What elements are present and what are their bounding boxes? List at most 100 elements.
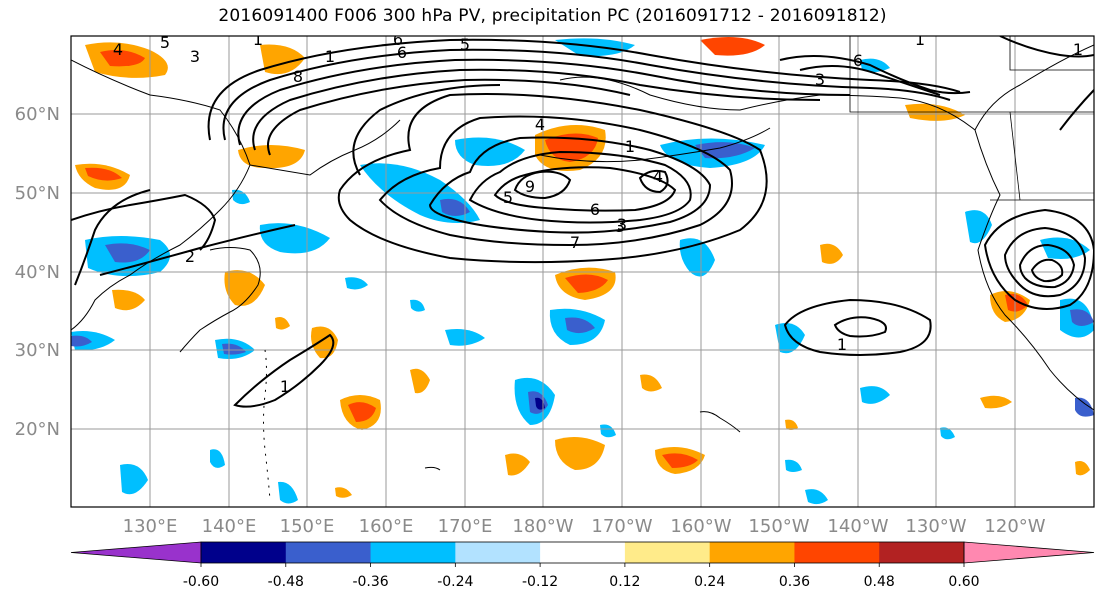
precip-negative-region: [805, 489, 828, 505]
pv-contours: [71, 36, 1094, 408]
contour-value-label: 6: [397, 43, 407, 62]
precip-negative-region: [278, 481, 298, 504]
alaska-coast: [559, 76, 976, 131]
contour-value-label: 8: [293, 67, 303, 86]
precip-negative-region: [210, 449, 225, 468]
colorbar-segment: [794, 542, 880, 563]
contour-value-label: 1: [325, 47, 335, 66]
precip-positive-region: [555, 436, 605, 470]
pv-contour: [799, 65, 941, 96]
precip-negative-region: [410, 299, 425, 312]
longitude-labels: 130°E 140°E 150°E 160°E 170°E 180°W 170°W 160°W…: [123, 516, 1046, 537]
precip-negative-core: [1070, 309, 1094, 326]
colorbar-tick-label: -0.48: [268, 574, 304, 590]
colorbar-segment: [201, 542, 287, 563]
contour-value-label: 6: [853, 51, 863, 70]
pv-contour: [468, 150, 692, 224]
small-islands: [424, 466, 441, 471]
contour-value-label: 1: [253, 30, 263, 49]
pv-contour: [71, 193, 217, 251]
pv-contour: [378, 115, 733, 247]
contour-value-label: 2: [185, 247, 195, 266]
precip-negative-region: [860, 386, 890, 404]
map-frame: [70, 35, 1095, 508]
precip-negative-region: [775, 322, 805, 354]
colorbar-segment: [540, 542, 626, 563]
contour-value-label: 4: [653, 167, 663, 186]
precip-negative-region: [455, 137, 525, 166]
longitude-tick-label: 160°W: [670, 516, 731, 537]
boundary-line: [1009, 111, 1021, 201]
precip-positive-region: [238, 145, 305, 169]
precip-positive-region: [275, 317, 290, 330]
latitude-tick-label: 60°N: [15, 104, 60, 125]
boundary-line: [849, 36, 1094, 113]
latitude-tick-label: 20°N: [15, 419, 60, 440]
precip-positive-region: [980, 395, 1012, 409]
precip-positive-core: [348, 402, 376, 422]
colorbar-segment: [624, 542, 711, 563]
kamchatka-coast: [249, 119, 401, 176]
longitude-tick-label: 170°E: [438, 516, 493, 537]
colorbar-segment: [285, 542, 372, 563]
precip-positive-region: [640, 374, 662, 392]
precip-positive-core: [545, 133, 598, 162]
colorbar-segment: [879, 542, 965, 563]
colorbar-segment: [455, 542, 541, 563]
contour-value-label: 3: [190, 47, 200, 66]
longitude-tick-label: 160°E: [359, 516, 414, 537]
precip-positive-region: [1075, 461, 1090, 476]
pv-contour: [237, 58, 851, 146]
pv-contour: [833, 316, 887, 338]
contour-value-label: 5: [460, 35, 470, 54]
pv-contour: [352, 84, 501, 176]
colorbar-segment: [709, 542, 795, 563]
colorbar-tick-label: -0.60: [183, 574, 219, 590]
pv-contour: [513, 170, 572, 200]
contour-value-label: 1: [1073, 40, 1083, 59]
precip-negative-region: [259, 223, 330, 254]
pv-contour: [252, 68, 821, 151]
precip-negative-core: [105, 243, 150, 263]
political-boundaries: [849, 36, 1094, 201]
longitude-tick-label: 180°W: [512, 516, 573, 537]
precip-positive-core: [565, 274, 608, 293]
colorbar: -0.60 -0.48 -0.36 -0.24 -0.12 0.12 0.24 0.36 0.4…: [70, 541, 1095, 590]
contour-value-label: 1: [915, 30, 925, 49]
precip-negative-region: [965, 210, 992, 244]
contour-value-label: 1: [625, 137, 635, 156]
contour-value-label: 5: [503, 188, 513, 207]
boundary-line: [1009, 36, 1094, 71]
longitude-tick-label: 150°E: [280, 516, 335, 537]
contour-value-label: 6: [590, 200, 600, 219]
pv-contour: [233, 333, 335, 408]
precip-positive-region: [224, 270, 265, 306]
precip-positive-region: [785, 419, 798, 430]
longitude-tick-label: 120°W: [984, 516, 1045, 537]
precip-positive-core: [662, 453, 698, 468]
pv-contour: [222, 48, 951, 141]
pv-contour: [493, 166, 677, 212]
colorbar-tick-label: -0.36: [352, 574, 388, 590]
precip-positive-core: [1005, 293, 1028, 312]
pv-contour: [267, 78, 631, 156]
contour-value-label: 6: [393, 30, 403, 49]
north-america-west-coast: [974, 44, 1094, 411]
colorbar-tick-label: 0.48: [864, 574, 895, 590]
latitude-labels: 60°N 50°N 40°N 30°N 20°N: [15, 104, 60, 440]
colorbar-tick-label: -0.24: [437, 574, 473, 590]
pv-contour: [74, 189, 151, 286]
longitude-tick-label: 170°W: [591, 516, 652, 537]
pv-contour: [1003, 226, 1087, 298]
latitude-tick-label: 30°N: [15, 340, 60, 361]
pv-contour: [207, 38, 961, 141]
pv-contour: [999, 36, 1094, 58]
longitude-tick-label: 140°E: [202, 516, 257, 537]
colorbar-tick-label: 0.36: [779, 574, 810, 590]
precip-positive-region: [335, 487, 352, 498]
precip-positive-region: [505, 453, 530, 476]
contour-value-label: 3: [815, 70, 825, 89]
